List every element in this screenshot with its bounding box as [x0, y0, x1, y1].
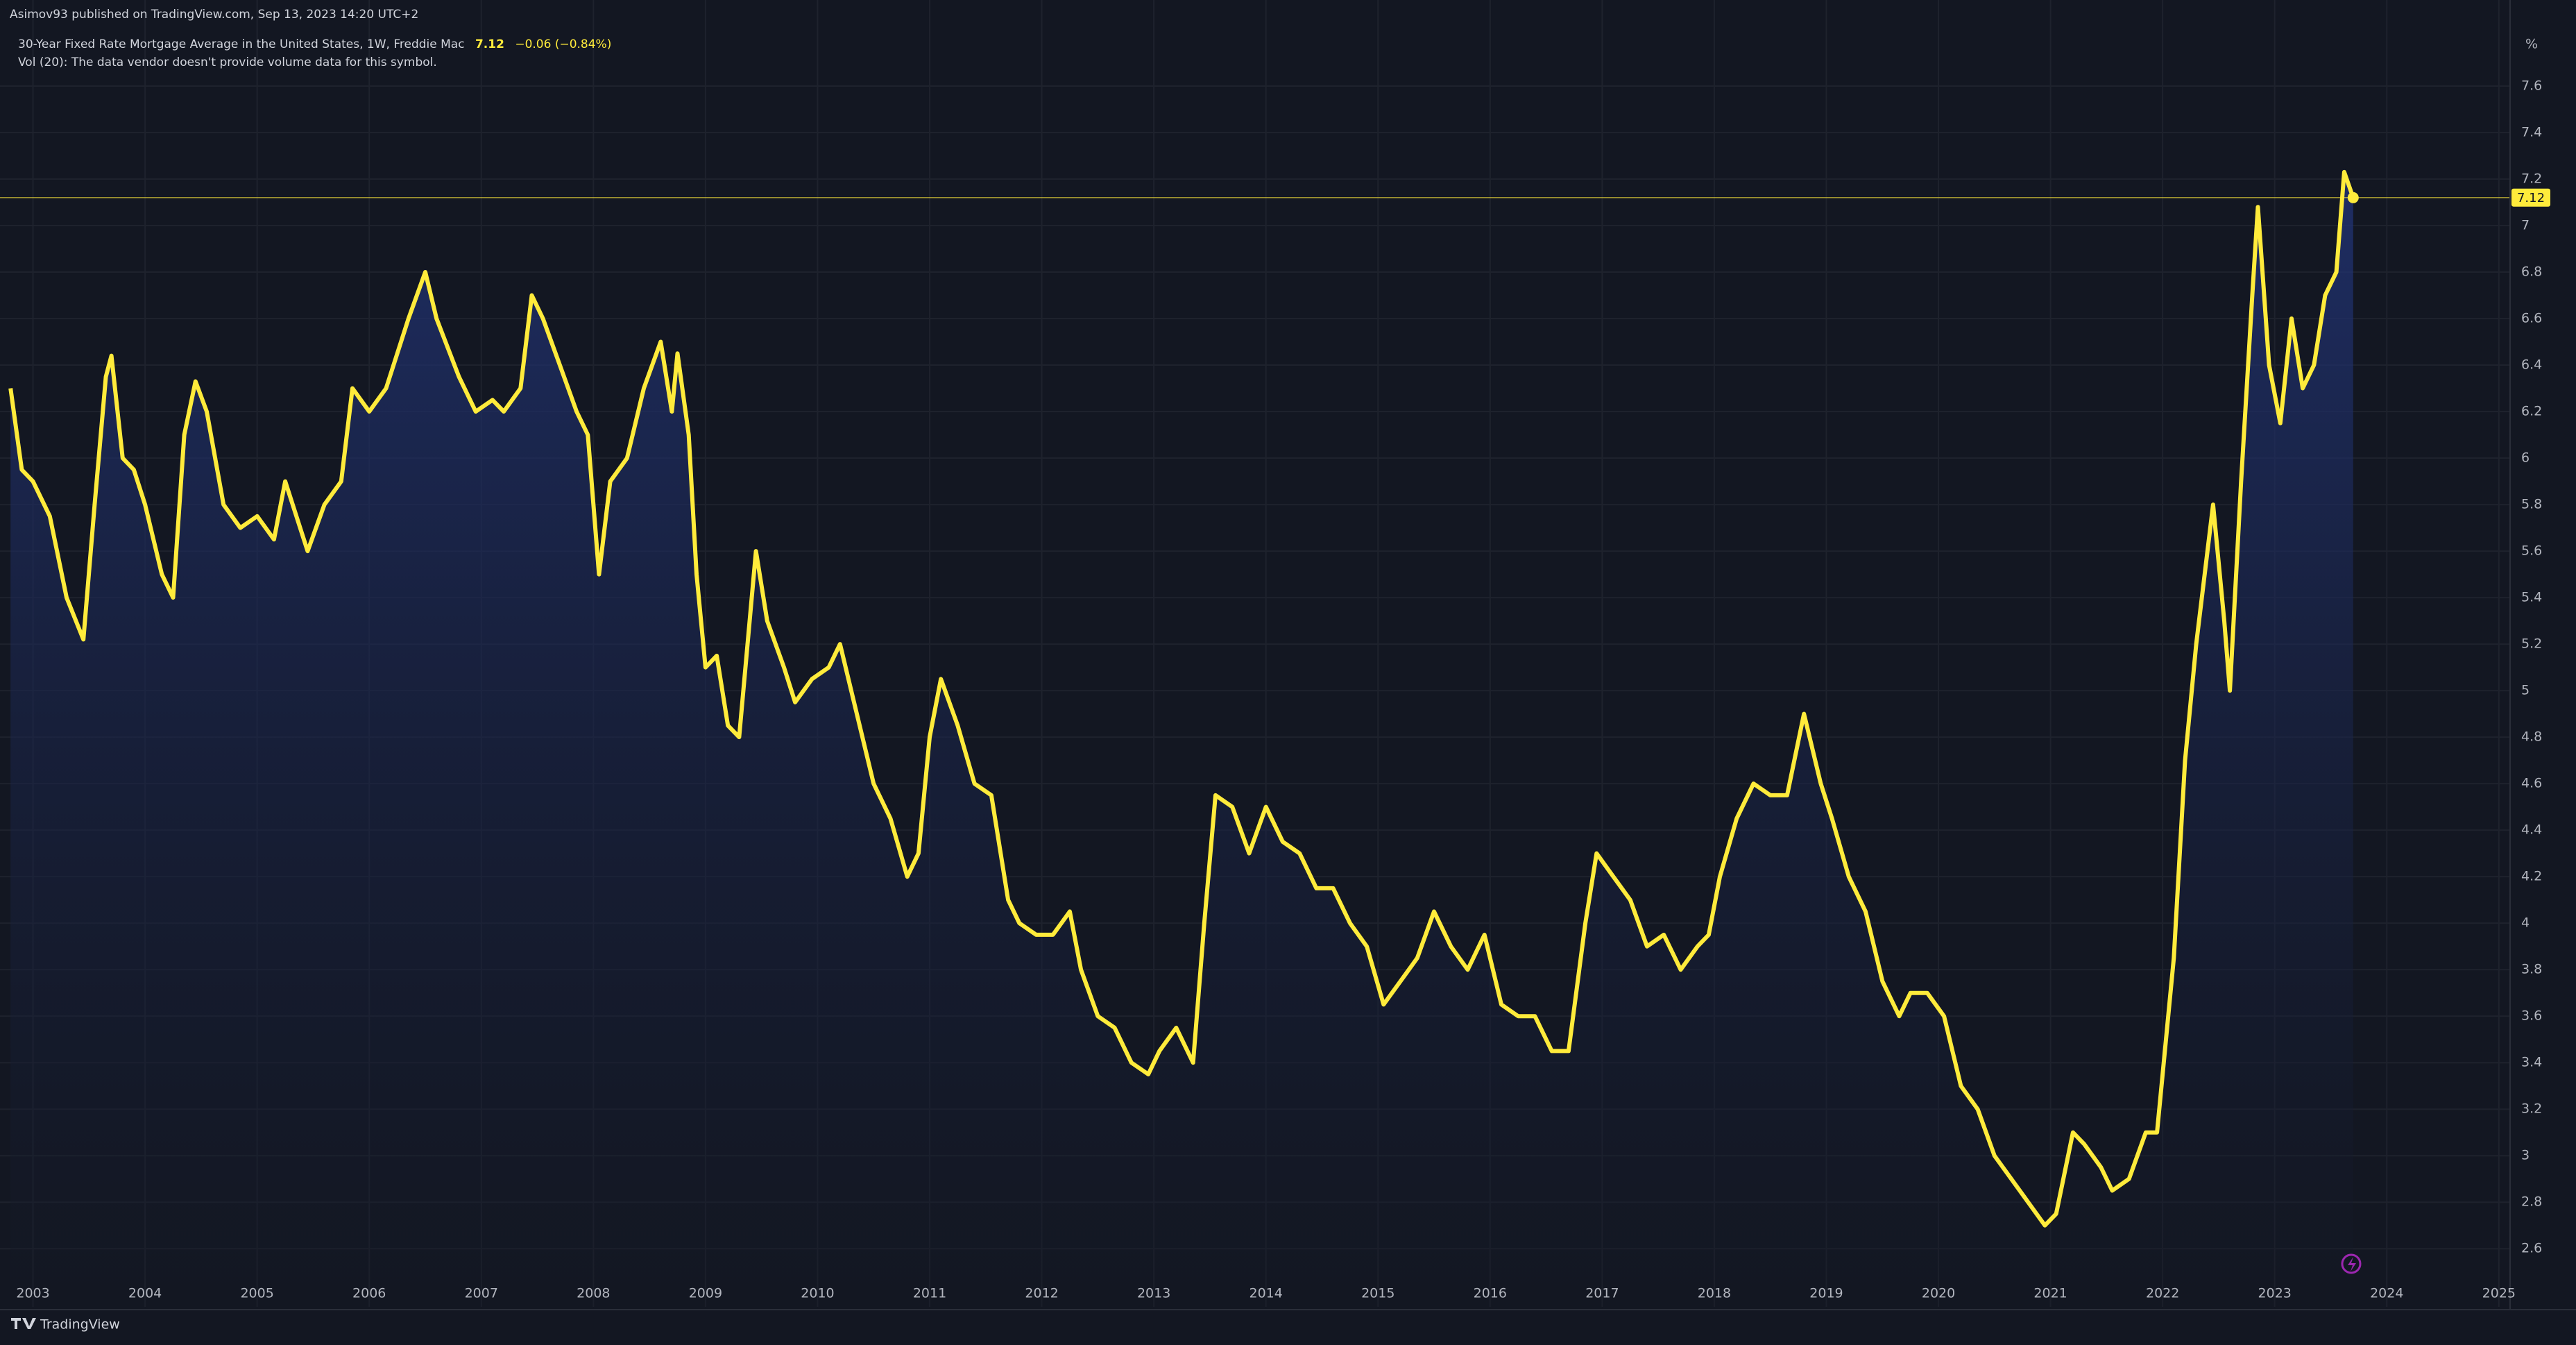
y-tick-label: 5.4 [2521, 590, 2542, 605]
y-tick-label: 2.8 [2521, 1194, 2542, 1210]
x-tick-label: 2008 [577, 1286, 610, 1301]
y-tick-label: 3 [2521, 1148, 2530, 1163]
y-tick-label: 5.8 [2521, 497, 2542, 512]
x-tick-label: 2007 [465, 1286, 498, 1301]
x-tick-label: 2013 [1137, 1286, 1170, 1301]
rate-line [8, 169, 2355, 1228]
area-fill [10, 171, 2353, 1307]
x-tick-label: 2015 [1361, 1286, 1394, 1301]
brand: TradingView [40, 1317, 120, 1333]
x-tick-label: 2016 [1474, 1286, 1507, 1301]
y-tick-label: 7.4 [2521, 124, 2542, 139]
x-tick-label: 2003 [16, 1286, 49, 1301]
last-value: 7.12 [475, 37, 504, 51]
y-tick-label: 3.2 [2521, 1101, 2542, 1117]
y-tick-label: 6 [2521, 450, 2530, 466]
y-tick-label: 4 [2521, 915, 2530, 931]
plot [0, 169, 2510, 1307]
y-tick-label: 3.4 [2521, 1055, 2542, 1070]
y-tick-label: 7.2 [2521, 171, 2542, 186]
y-tick-label: 6.2 [2521, 404, 2542, 419]
price-label: 7.12 [2517, 191, 2545, 205]
x-tick-label: 2017 [1585, 1286, 1619, 1301]
event-icon[interactable] [2341, 1253, 2362, 1274]
y-tick-label: 3.6 [2521, 1008, 2542, 1024]
x-tick-label: 2014 [1249, 1286, 1283, 1301]
x-tick-label: 2025 [2482, 1286, 2516, 1301]
x-tick-label: 2011 [913, 1286, 946, 1301]
y-tick-label: 6.8 [2521, 264, 2542, 280]
x-tick-label: 2018 [1698, 1286, 1731, 1301]
y-tick-label: 2.6 [2521, 1241, 2542, 1256]
y-tick-label: 6.4 [2521, 357, 2542, 373]
event-icon-bolt [2348, 1257, 2356, 1271]
last-point [2347, 192, 2359, 203]
x-tick-label: 2023 [2258, 1286, 2292, 1301]
publisher: Asimov93 published on TradingView.com, S… [10, 8, 418, 22]
x-tick-label: 2019 [1809, 1286, 1843, 1301]
x-tick-label: 2020 [1922, 1286, 1955, 1301]
y-tick-label: 6.6 [2521, 311, 2542, 326]
y-tick-label: 4.2 [2521, 869, 2542, 884]
y-tick-label: 7 [2521, 218, 2530, 233]
y-tick-label: 4.8 [2521, 729, 2542, 745]
unit-label: % [2525, 37, 2538, 52]
y-tick-label: 5.2 [2521, 636, 2542, 652]
price-label-box [2511, 188, 2550, 207]
brand-logo [11, 1318, 36, 1329]
x-tick-label: 2010 [801, 1286, 834, 1301]
x-tick-label: 2021 [2033, 1286, 2067, 1301]
x-tick-label: 2024 [2370, 1286, 2403, 1301]
x-tick-label: 2004 [128, 1286, 162, 1301]
change: −0.06 (−0.84%) [515, 37, 611, 51]
x-tick-label: 2005 [240, 1286, 273, 1301]
y-tick-label: 5.6 [2521, 543, 2542, 559]
volume-note: Vol (20): The data vendor doesn't provid… [18, 56, 437, 69]
symbol: 30-Year Fixed Rate Mortgage Average in t… [18, 37, 465, 51]
symbol-title: 30-Year Fixed Rate Mortgage Average in t… [18, 37, 611, 51]
y-tick-label: 7.6 [2521, 78, 2542, 93]
x-tick-label: 2006 [352, 1286, 386, 1301]
y-tick-label: 4.6 [2521, 776, 2542, 791]
x-tick-label: 2009 [689, 1286, 722, 1301]
y-tick-label: 4.4 [2521, 822, 2542, 838]
x-tick-label: 2022 [2146, 1286, 2179, 1301]
y-tick-label: 3.8 [2521, 962, 2542, 977]
y-tick-label: 5 [2521, 683, 2530, 698]
x-tick-label: 2012 [1025, 1286, 1058, 1301]
